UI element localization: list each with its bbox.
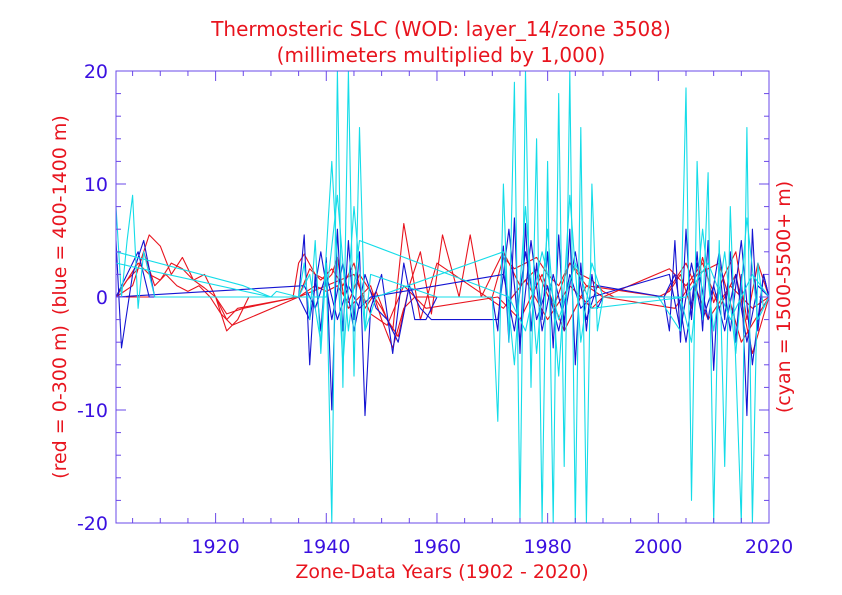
x-tick-label: 1980 [523, 536, 571, 558]
x-tick-label: 1940 [302, 536, 350, 558]
y-tick-label: 10 [84, 174, 108, 196]
ticks-layer: 1920 1940 1960 1980 2000 2020 -20 -10 0 10 20 [77, 61, 793, 558]
y-tick-label: 20 [84, 61, 108, 83]
series-line-blue-5 [115, 228, 770, 366]
y-axis-title-left-group: (red = 0-300 m) (blue = 400-1400 m) [49, 115, 71, 479]
y-axis-title-blue: (blue = 400-1400 m) [49, 115, 71, 315]
series-line-cyan-9 [115, 194, 770, 332]
series-line-red-1 [115, 234, 770, 355]
x-tick-label: 2000 [634, 536, 682, 558]
chart-subtitle: (millimeters multiplied by 1,000) [277, 43, 606, 67]
chart-title: Thermosteric SLC (WOD: layer_14/zone 350… [210, 17, 671, 41]
y-tick-label: -20 [77, 513, 108, 535]
series-line-cyan-8 [115, 160, 770, 377]
y-axis-title-right: (cyan = 1500-5500+ m) [773, 181, 795, 413]
x-axis-title: Zone-Data Years (1902 - 2020) [295, 561, 588, 583]
y-tick-label: -10 [77, 400, 108, 422]
svg-text:(red = 0-300 m)(blue = 400-140: (red = 0-300 m) (blue = 400-1400 m) [49, 115, 71, 479]
series-layer [115, 70, 770, 524]
y-axis-title-red: (red = 0-300 m) [49, 325, 71, 479]
x-tick-label: 2020 [745, 536, 793, 558]
x-tick-label: 1920 [191, 536, 239, 558]
series-line-cyan-7 [115, 70, 770, 524]
y-axis-title-right-group: (cyan = 1500-5500+ m) [773, 181, 795, 413]
y-tick-label: 0 [96, 287, 108, 309]
x-tick-label: 1960 [413, 536, 461, 558]
